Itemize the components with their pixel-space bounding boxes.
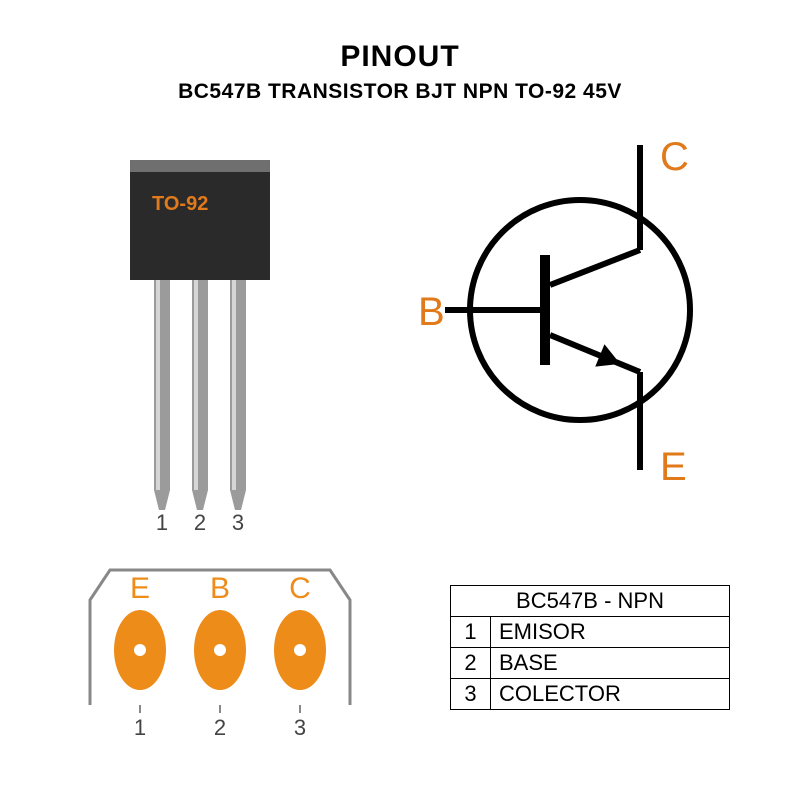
svg-text:3: 3 (232, 510, 244, 535)
table-row: 1 EMISOR (451, 617, 730, 648)
svg-text:E: E (660, 445, 687, 489)
svg-text:B: B (418, 290, 445, 334)
pin-name: COLECTOR (491, 679, 730, 710)
pin-number: 1 (451, 617, 491, 648)
npn-schematic-icon: C B E (418, 135, 690, 489)
svg-text:1: 1 (156, 510, 168, 535)
svg-text:E: E (130, 572, 150, 605)
svg-text:2: 2 (194, 510, 206, 535)
pin-number: 2 (451, 648, 491, 679)
pin-name: EMISOR (491, 617, 730, 648)
to92-package-icon: TO-92 1 2 3 (130, 160, 270, 535)
table-row: 3 COLECTOR (451, 679, 730, 710)
svg-text:C: C (289, 572, 311, 605)
svg-text:C: C (660, 135, 689, 179)
svg-text:TO-92: TO-92 (152, 193, 208, 215)
pin-name: BASE (491, 648, 730, 679)
svg-text:2: 2 (214, 715, 226, 740)
svg-text:3: 3 (294, 715, 306, 740)
table-header: BC547B - NPN (451, 586, 730, 617)
svg-text:B: B (210, 572, 230, 605)
pinout-table: BC547B - NPN 1 EMISOR 2 BASE 3 COLECTOR (450, 585, 730, 710)
table-row: 2 BASE (451, 648, 730, 679)
svg-text:1: 1 (134, 715, 146, 740)
pin-number: 3 (451, 679, 491, 710)
footprint-outline-icon: E 1 B 2 C 3 (90, 570, 350, 740)
